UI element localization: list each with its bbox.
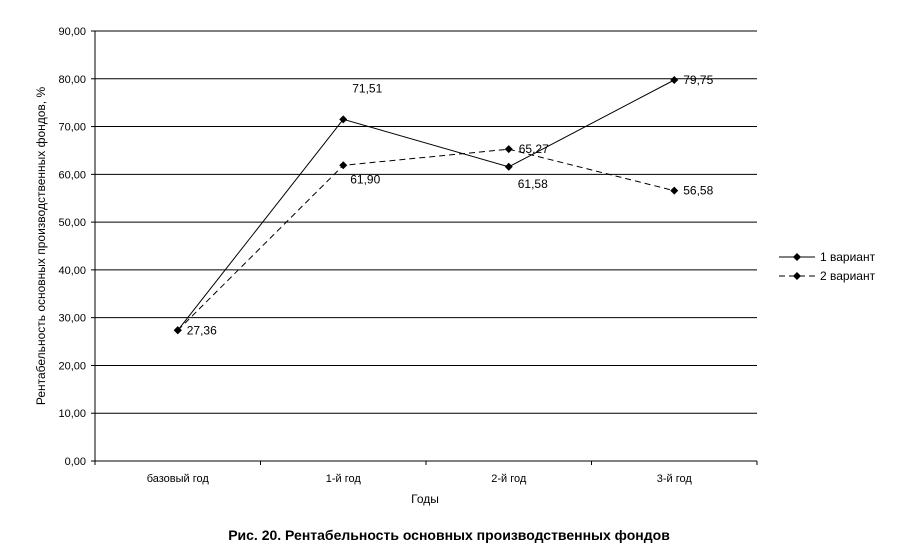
x-tick-label: 3-й год <box>657 473 693 485</box>
y-tick-label: 80,00 <box>58 74 86 86</box>
legend-marker-series-2 <box>793 272 801 280</box>
figure-caption: Рис. 20. Рентабельность основных произво… <box>228 527 670 543</box>
data-label: 79,75 <box>683 73 713 87</box>
data-labels: 27,36 71,51 61,58 79,75 61,90 65,27 56,58 <box>187 73 714 337</box>
data-label: 61,90 <box>350 172 380 186</box>
data-point <box>670 186 679 195</box>
series-lines <box>177 79 675 331</box>
legend: 1 вариант 2 вариант <box>779 250 876 283</box>
y-tick-label: 20,00 <box>58 360 86 372</box>
legend-entry-series-1: 1 вариант <box>820 250 876 264</box>
legend-entry-series-2: 2 вариант <box>820 269 876 283</box>
data-point <box>339 161 348 170</box>
y-tick-label: 40,00 <box>58 265 86 277</box>
y-tick-labels: 0,00 10,00 20,00 30,00 40,00 50,00 60,00 70,00 8… <box>58 26 86 468</box>
x-tick-labels: базовый год 1-й год 2-й год 3-й год <box>147 473 693 485</box>
data-label: 61,58 <box>518 177 548 191</box>
x-tick-label: 1-й год <box>326 473 362 485</box>
series-points <box>173 75 679 335</box>
y-tick-label: 60,00 <box>58 169 86 181</box>
legend-marker-series-1 <box>793 253 801 261</box>
data-point <box>173 326 182 335</box>
y-tick-label: 10,00 <box>58 408 86 420</box>
y-tick-label: 90,00 <box>58 26 86 38</box>
data-point <box>339 115 348 124</box>
data-point <box>504 162 513 171</box>
x-axis-label: Годы <box>411 492 439 506</box>
series-line-2 <box>177 148 675 331</box>
y-tick-label: 50,00 <box>58 217 86 229</box>
data-point <box>504 145 513 154</box>
data-label: 65,27 <box>519 142 549 156</box>
y-axis-label: Рентабельность основных производственных… <box>34 87 48 406</box>
series-line-1 <box>177 79 675 331</box>
chart: 0,00 10,00 20,00 30,00 40,00 50,00 60,00 70,00 8… <box>34 26 876 506</box>
x-tick-label: 2-й год <box>491 473 527 485</box>
x-tick-label: базовый год <box>147 473 210 485</box>
y-tick-label: 70,00 <box>58 122 86 134</box>
data-point <box>670 75 679 84</box>
gridlines <box>95 30 757 414</box>
y-tick-label: 0,00 <box>65 456 86 468</box>
data-label: 27,36 <box>187 323 217 337</box>
axes <box>91 30 758 465</box>
data-label: 71,51 <box>352 81 382 95</box>
data-label: 56,58 <box>683 184 713 198</box>
y-tick-label: 30,00 <box>58 313 86 325</box>
